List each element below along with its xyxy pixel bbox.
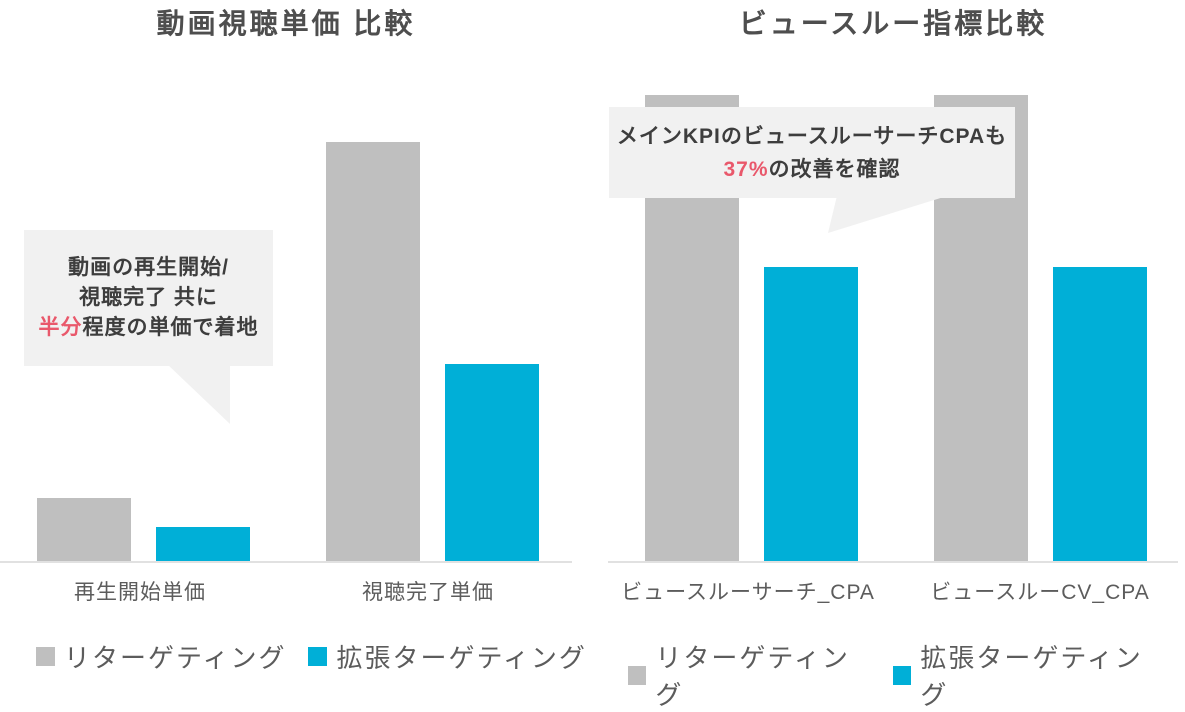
callout-line: 37%の改善を確認	[609, 153, 1015, 186]
legend-swatch-expanded-targeting	[308, 647, 328, 666]
callout-text: 程度の単価で着地	[82, 316, 259, 339]
legend-left: リターゲティング 拡張ターゲティング	[36, 638, 609, 675]
chart-title-right: ビュースルー指標比較	[738, 8, 1048, 39]
callout-text: 視聴完了 共に	[79, 286, 218, 309]
chart-title-left: 動画視聴単価 比較	[156, 8, 416, 39]
category-label: 視聴完了単価	[362, 581, 494, 604]
legend-item-retargeting: リターゲティング	[628, 638, 871, 712]
chart-viewthrough-metrics: ビュースルー指標比較 ビュースルーサーチ_CPA ビュースルーCV_CPA メイン…	[608, 8, 1178, 710]
bar-retargeting	[37, 498, 131, 561]
slide-canvas: 動画視聴単価 比較 再生開始単価 視聴完了単価 動画の再生開始/視聴完了 共に半分…	[0, 8, 1178, 710]
callout-text: の改善を確認	[768, 157, 901, 181]
callout-highlight-text: 半分	[38, 316, 83, 339]
category-label: 再生開始単価	[74, 581, 206, 604]
callout-bubble-right: メインKPIのビュースルーサーチCPAも 37%の改善を確認	[609, 107, 1015, 198]
callout-text: メインKPIのビュースルーサーチCPAも	[616, 124, 1008, 148]
legend-swatch-retargeting	[628, 665, 647, 685]
legend-item-retargeting: リターゲティング	[36, 638, 286, 675]
legend-label: 拡張ターゲティング	[336, 643, 587, 673]
x-axis-line-left	[0, 561, 572, 563]
legend-label: リターゲティング	[64, 643, 287, 673]
bar-expanded-targeting	[764, 267, 858, 561]
bar-expanded-targeting	[444, 364, 539, 561]
callout-line: 動画の再生開始/	[24, 253, 273, 283]
callout-line: メインKPIのビュースルーサーチCPAも	[609, 120, 1015, 153]
legend-right: リターゲティング 拡張ターゲティング	[628, 638, 1185, 712]
bar-expanded-targeting	[1052, 267, 1147, 561]
callout-bubble-left: 動画の再生開始/視聴完了 共に半分程度の単価で着地	[24, 230, 273, 366]
chart-video-view-cost: 動画視聴単価 比較 再生開始単価 視聴完了単価 動画の再生開始/視聴完了 共に半分…	[0, 8, 609, 675]
callout-line: 視聴完了 共に	[24, 283, 273, 313]
bar-retargeting	[325, 142, 420, 561]
legend-label: 拡張ターゲティング	[920, 643, 1143, 710]
legend-swatch-expanded-targeting	[892, 665, 912, 685]
legend-item-expanded-targeting: 拡張ターゲティング	[892, 638, 1163, 712]
legend-swatch-retargeting	[36, 647, 55, 666]
x-axis-line-right	[608, 561, 1178, 563]
callout-tail-right	[828, 196, 947, 233]
category-label: ビュースルーCV_CPA	[930, 581, 1150, 604]
callout-line: 半分程度の単価で着地	[24, 313, 273, 343]
callout-text: 動画の再生開始/	[68, 256, 229, 279]
callout-highlight-text: 37%	[723, 157, 769, 181]
category-label: ビュースルーサーチ_CPA	[621, 581, 875, 604]
legend-label: リターゲティング	[655, 643, 850, 710]
bar-expanded-targeting	[156, 527, 250, 561]
legend-item-expanded-targeting: 拡張ターゲティング	[308, 638, 586, 675]
